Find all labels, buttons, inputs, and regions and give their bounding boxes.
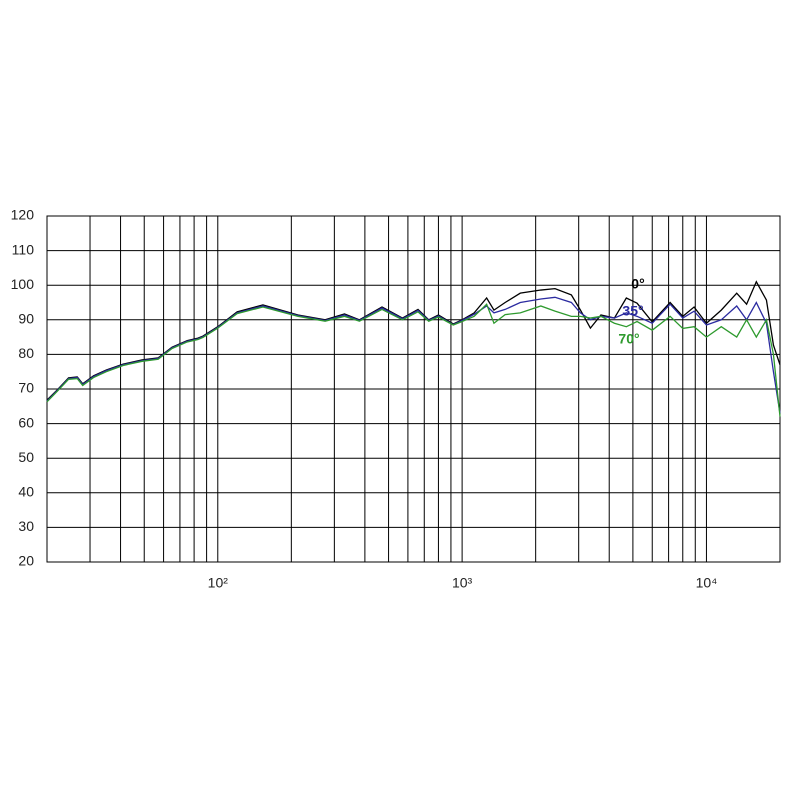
y-tick-label: 90 [18,311,34,327]
y-tick-label: 80 [18,345,34,361]
y-tick-label: 50 [18,449,34,465]
y-tick-label: 120 [11,207,35,223]
series-label: 70° [618,331,639,347]
x-tick-label: 10⁴ [696,575,718,591]
x-tick-label: 10² [208,575,229,591]
series-label: 0° [631,276,644,292]
y-tick-label: 20 [18,553,34,569]
series-line [46,303,781,417]
y-tick-label: 70 [18,380,34,396]
y-tick-label: 40 [18,484,34,500]
y-tick-label: 30 [18,518,34,534]
series-line [46,280,781,401]
y-tick-label: 60 [18,414,34,430]
plot-frame [46,215,781,563]
y-tick-label: 100 [11,276,35,292]
y-tick-label: 110 [12,241,35,257]
series-label: 35° [622,303,643,319]
x-tick-label: 10³ [452,575,473,591]
